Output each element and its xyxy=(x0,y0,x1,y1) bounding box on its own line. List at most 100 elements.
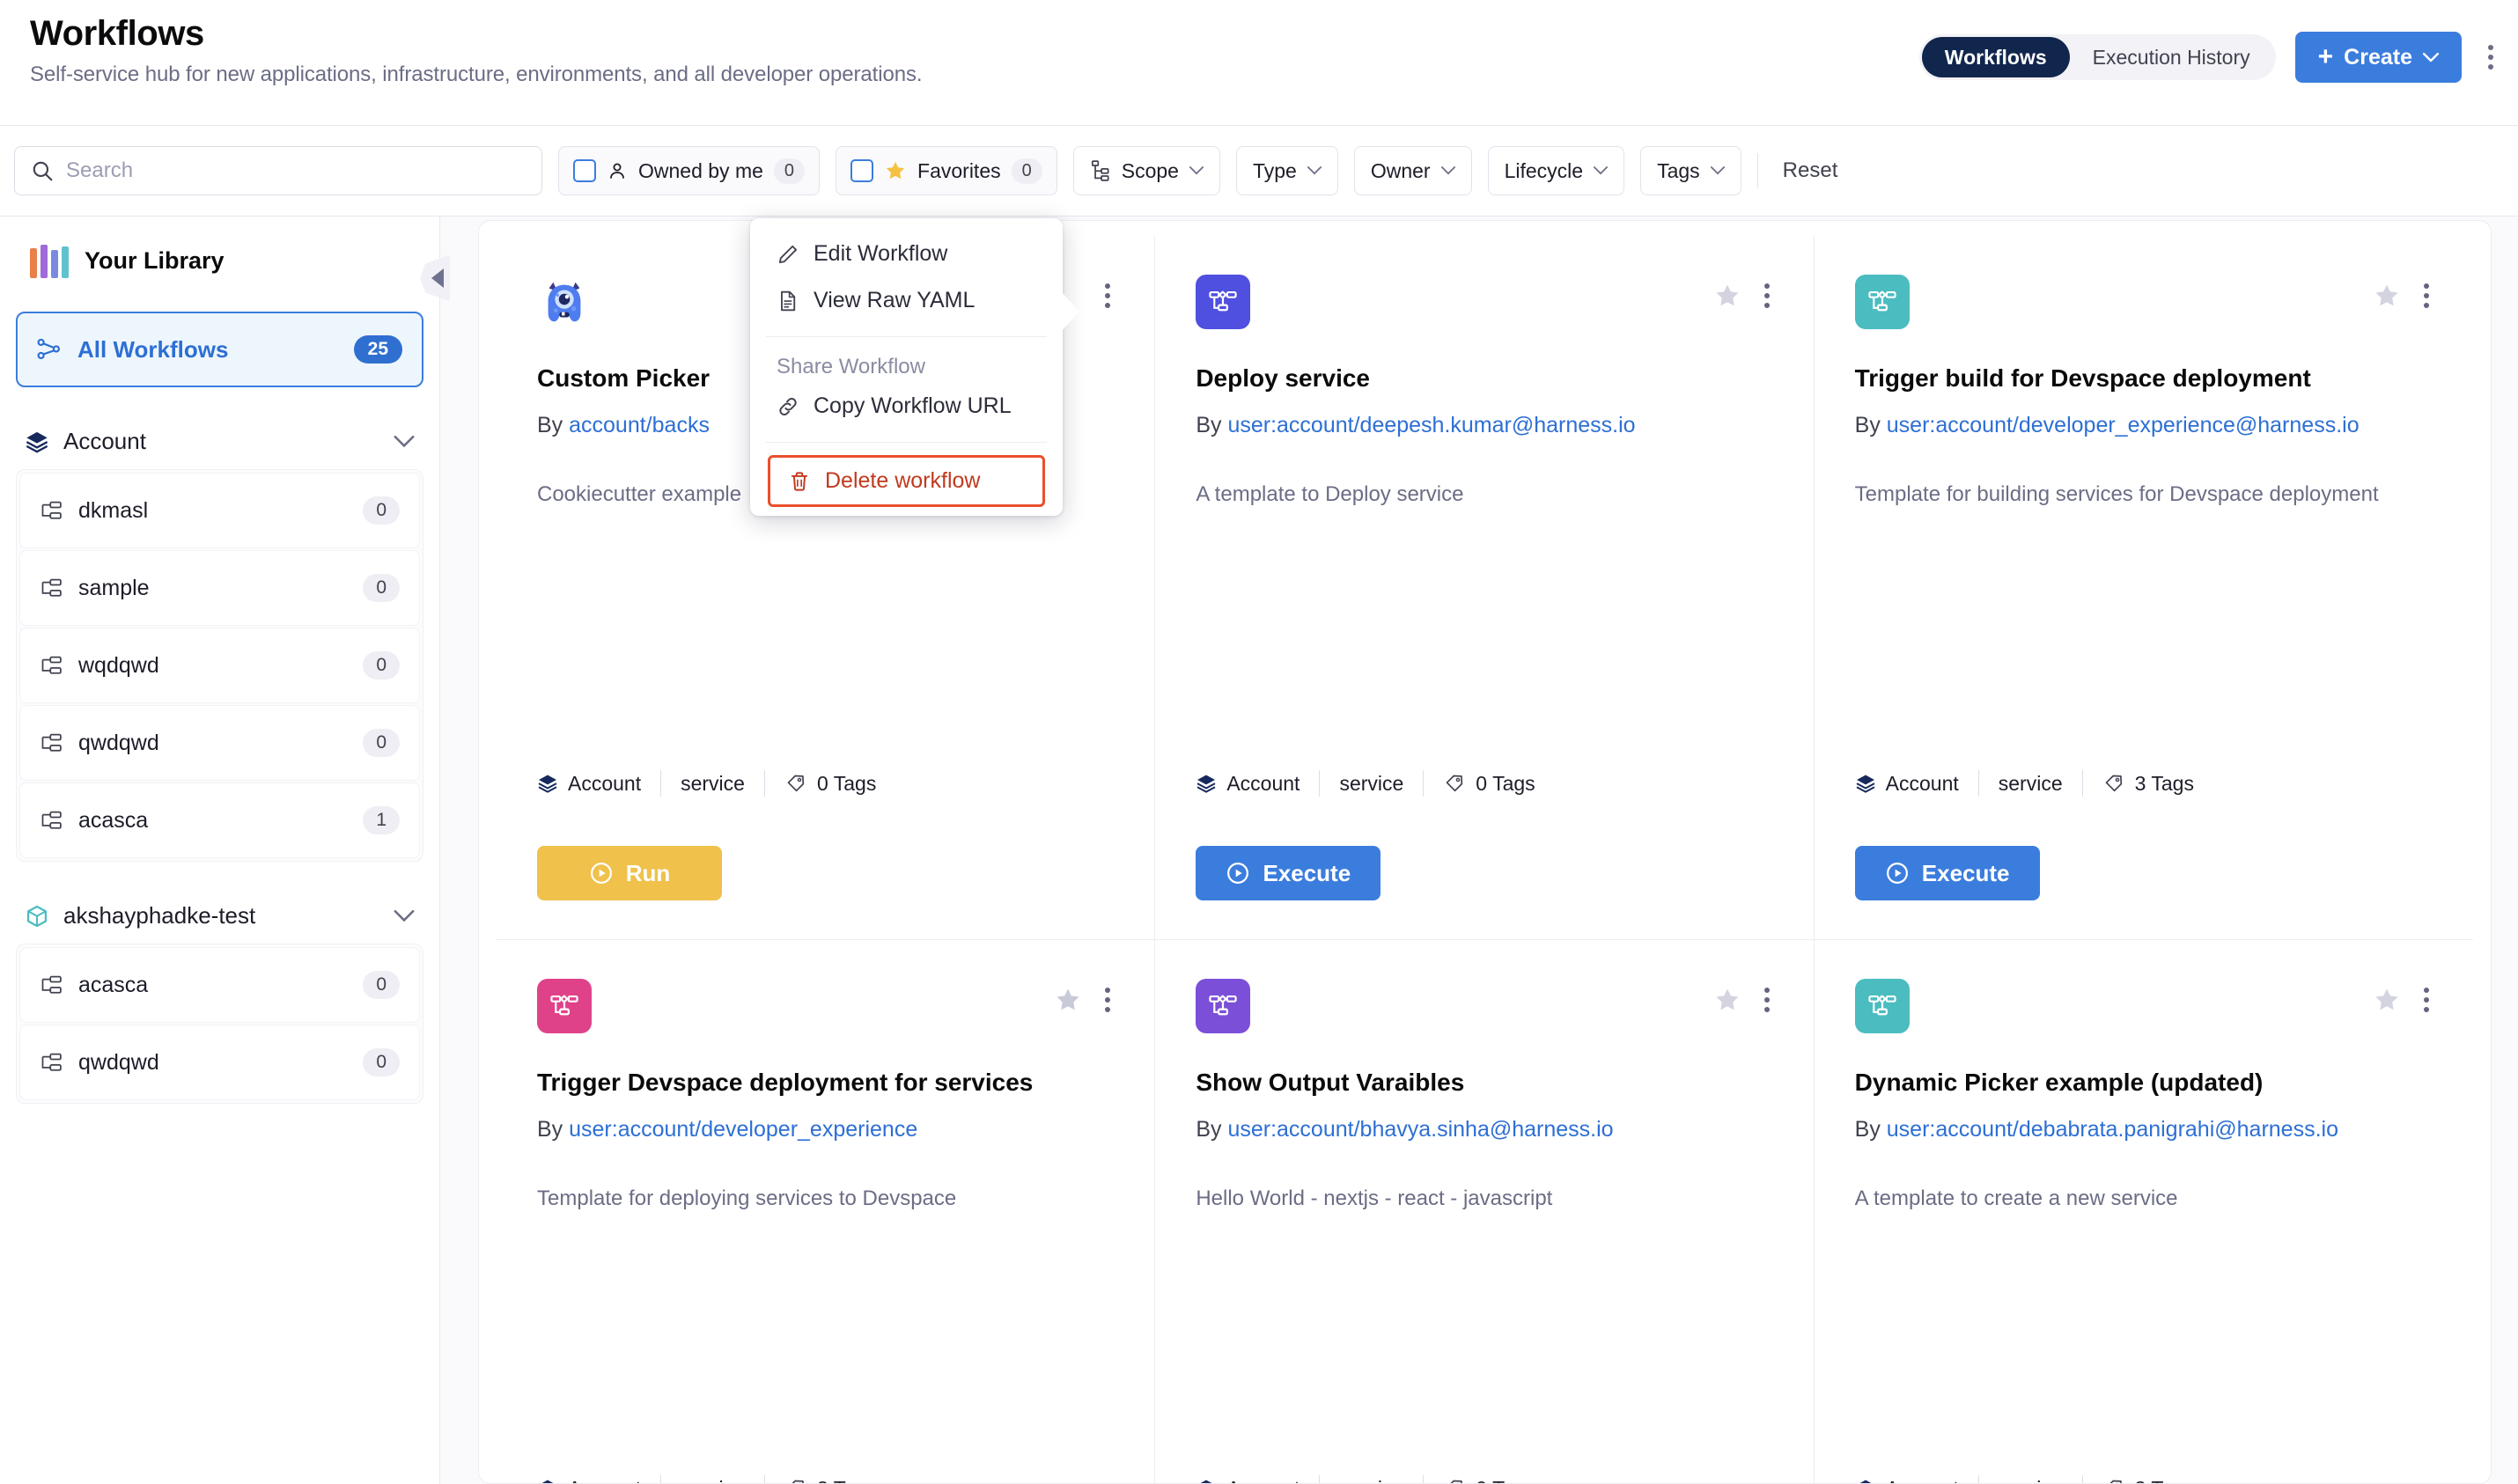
filter-favorites[interactable]: Favorites 0 xyxy=(836,146,1057,195)
card-author-link[interactable]: user:account/developer_experience xyxy=(569,1117,918,1142)
card-tags: 3 Tags xyxy=(2102,1477,2194,1484)
filter-tags[interactable]: Tags xyxy=(1640,146,1741,195)
workflow-small-icon xyxy=(40,810,64,831)
reset-filters-button[interactable]: Reset xyxy=(1782,158,1838,182)
menu-item-delete-workflow[interactable]: Delete workflow xyxy=(768,455,1045,507)
filter-scope[interactable]: Scope xyxy=(1072,146,1220,195)
meta-divider xyxy=(660,1475,662,1483)
workflow-card[interactable]: Trigger Devspace deployment for services… xyxy=(497,940,1156,1483)
sidebar-item-count: 0 xyxy=(363,729,400,757)
filter-owned-by-me-count: 0 xyxy=(773,158,806,184)
create-button[interactable]: + Create xyxy=(2294,32,2462,83)
workflow-card[interactable]: Show Output Varaibles By user:account/bh… xyxy=(1155,940,1815,1484)
search-box[interactable] xyxy=(14,146,542,195)
card-title: Custom Picker xyxy=(537,364,710,392)
sidebar-item-all-workflows[interactable]: All Workflows 25 xyxy=(16,312,423,387)
card-more-options-icon[interactable] xyxy=(2420,984,2433,1016)
card-actions xyxy=(2373,979,2433,1016)
workflow-card[interactable]: Deploy service By user:account/deepesh.k… xyxy=(1155,236,1815,940)
search-input[interactable] xyxy=(66,158,526,183)
favorite-star-icon[interactable] xyxy=(1713,282,1741,310)
checkbox-owned-by-me[interactable] xyxy=(573,159,596,182)
card-tags-label: 3 Tags xyxy=(2135,1477,2194,1484)
page-subtitle: Self-service hub for new applications, i… xyxy=(30,62,923,86)
card-meta: Account service 3 Tags xyxy=(537,1475,1114,1483)
monster-avatar-icon xyxy=(537,275,592,329)
meta-divider xyxy=(1423,770,1425,797)
filter-owner-label: Owner xyxy=(1370,158,1431,182)
sidebar-item-dkmasl[interactable]: dkmasl 0 xyxy=(19,473,420,548)
workflow-small-icon xyxy=(40,974,64,995)
checkbox-favorites[interactable] xyxy=(850,159,874,182)
menu-item-copy-workflow-url[interactable]: Copy Workflow URL xyxy=(750,383,1063,430)
favorite-star-icon[interactable] xyxy=(2373,282,2401,310)
scope-tree-icon xyxy=(1090,159,1111,182)
card-author: By account/backs xyxy=(537,409,1114,441)
card-author-link[interactable]: account/backs xyxy=(569,413,710,437)
meta-divider xyxy=(1423,1475,1425,1483)
sidebar-item-acasca-2[interactable]: acasca 0 xyxy=(19,947,420,1023)
filter-owned-by-me[interactable]: Owned by me 0 xyxy=(558,146,821,195)
menu-item-edit-workflow[interactable]: Edit Workflow xyxy=(750,231,1063,277)
card-more-options-icon[interactable] xyxy=(1761,280,1773,312)
card-more-options-icon[interactable] xyxy=(1101,280,1114,312)
workflow-card[interactable]: Trigger build for Devspace deployment By… xyxy=(1814,236,2473,940)
card-author-link[interactable]: user:account/deepesh.kumar@harness.io xyxy=(1227,413,1636,437)
run-button[interactable]: Run xyxy=(537,846,722,900)
tab-workflows[interactable]: Workflows xyxy=(1921,37,2070,77)
create-button-label: Create xyxy=(2344,44,2412,70)
workflow-type-icon xyxy=(1854,275,1910,329)
sidebar-item-qwdqwd[interactable]: qwdqwd 0 xyxy=(19,705,420,781)
sidebar-group-akshayphadke-test-label: akshayphadke-test xyxy=(63,902,256,929)
card-tags-label: 0 Tags xyxy=(1476,1477,1535,1484)
menu-item-view-raw-yaml[interactable]: View Raw YAML xyxy=(750,277,1063,324)
card-scope-label: Account xyxy=(1226,771,1300,795)
card-more-options-icon[interactable] xyxy=(2420,280,2433,312)
favorite-star-icon[interactable] xyxy=(2373,986,2401,1014)
card-more-options-icon[interactable] xyxy=(1761,984,1773,1016)
plus-icon: + xyxy=(2317,42,2334,71)
card-description: Cookiecutter example xyxy=(537,482,742,507)
card-author-link[interactable]: user:account/bhavya.sinha@harness.io xyxy=(1227,1117,1614,1142)
execute-button[interactable]: Execute xyxy=(1196,846,1381,900)
card-author-link[interactable]: user:account/debabrata.panigrahi@harness… xyxy=(1886,1117,2338,1142)
sidebar-group-account[interactable]: Account xyxy=(0,428,439,455)
workflow-nodes-icon xyxy=(37,337,63,362)
card-scope: Account xyxy=(1855,772,1959,796)
chevron-left-icon xyxy=(431,268,444,288)
link-icon xyxy=(777,395,799,418)
sidebar-item-acasca[interactable]: acasca 1 xyxy=(19,782,420,858)
filter-favorites-label: Favorites xyxy=(917,158,1001,182)
tab-execution-history[interactable]: Execution History xyxy=(2092,45,2250,69)
sidebar-item-label: acasca xyxy=(78,807,149,833)
filter-lifecycle[interactable]: Lifecycle xyxy=(1487,146,1625,195)
chevron-down-icon[interactable] xyxy=(394,435,415,448)
card-tags-label: 0 Tags xyxy=(816,771,877,795)
card-title: Show Output Varaibles xyxy=(1196,1069,1465,1096)
sidebar-item-wqdqwd[interactable]: wqdqwd 0 xyxy=(19,628,420,703)
workflow-card[interactable]: Dynamic Picker example (updated) By user… xyxy=(1814,940,2473,1484)
meta-divider xyxy=(1319,770,1321,797)
filter-owner[interactable]: Owner xyxy=(1353,146,1472,195)
library-title: Your Library xyxy=(85,246,225,274)
favorite-star-icon[interactable] xyxy=(1054,986,1082,1014)
card-meta: Account service 3 Tags xyxy=(1855,1475,2433,1484)
sidebar-item-count: 0 xyxy=(363,1048,400,1076)
card-author-prefix: By xyxy=(1854,1117,1887,1142)
sidebar-item-sample[interactable]: sample 0 xyxy=(19,550,420,626)
execute-button[interactable]: Execute xyxy=(1854,846,2040,900)
card-title: Dynamic Picker example (updated) xyxy=(1854,1069,2264,1096)
play-icon xyxy=(1885,861,1910,885)
sidebar-group-akshayphadke-test[interactable]: akshayphadke-test xyxy=(0,902,439,929)
card-author-link[interactable]: user:account/developer_experience@harnes… xyxy=(1886,413,2360,437)
header-more-options-icon[interactable] xyxy=(2481,40,2500,75)
layers-icon xyxy=(25,430,49,454)
filter-owned-by-me-label: Owned by me xyxy=(638,158,763,182)
favorite-star-icon[interactable] xyxy=(1713,986,1741,1014)
pencil-icon xyxy=(777,243,799,266)
card-more-options-icon[interactable] xyxy=(1101,984,1114,1016)
chevron-down-icon[interactable] xyxy=(394,909,415,922)
filter-type[interactable]: Type xyxy=(1235,146,1338,195)
card-tags: 3 Tags xyxy=(784,1477,876,1483)
sidebar-item-qwdqwd-2[interactable]: qwdqwd 0 xyxy=(19,1025,420,1100)
